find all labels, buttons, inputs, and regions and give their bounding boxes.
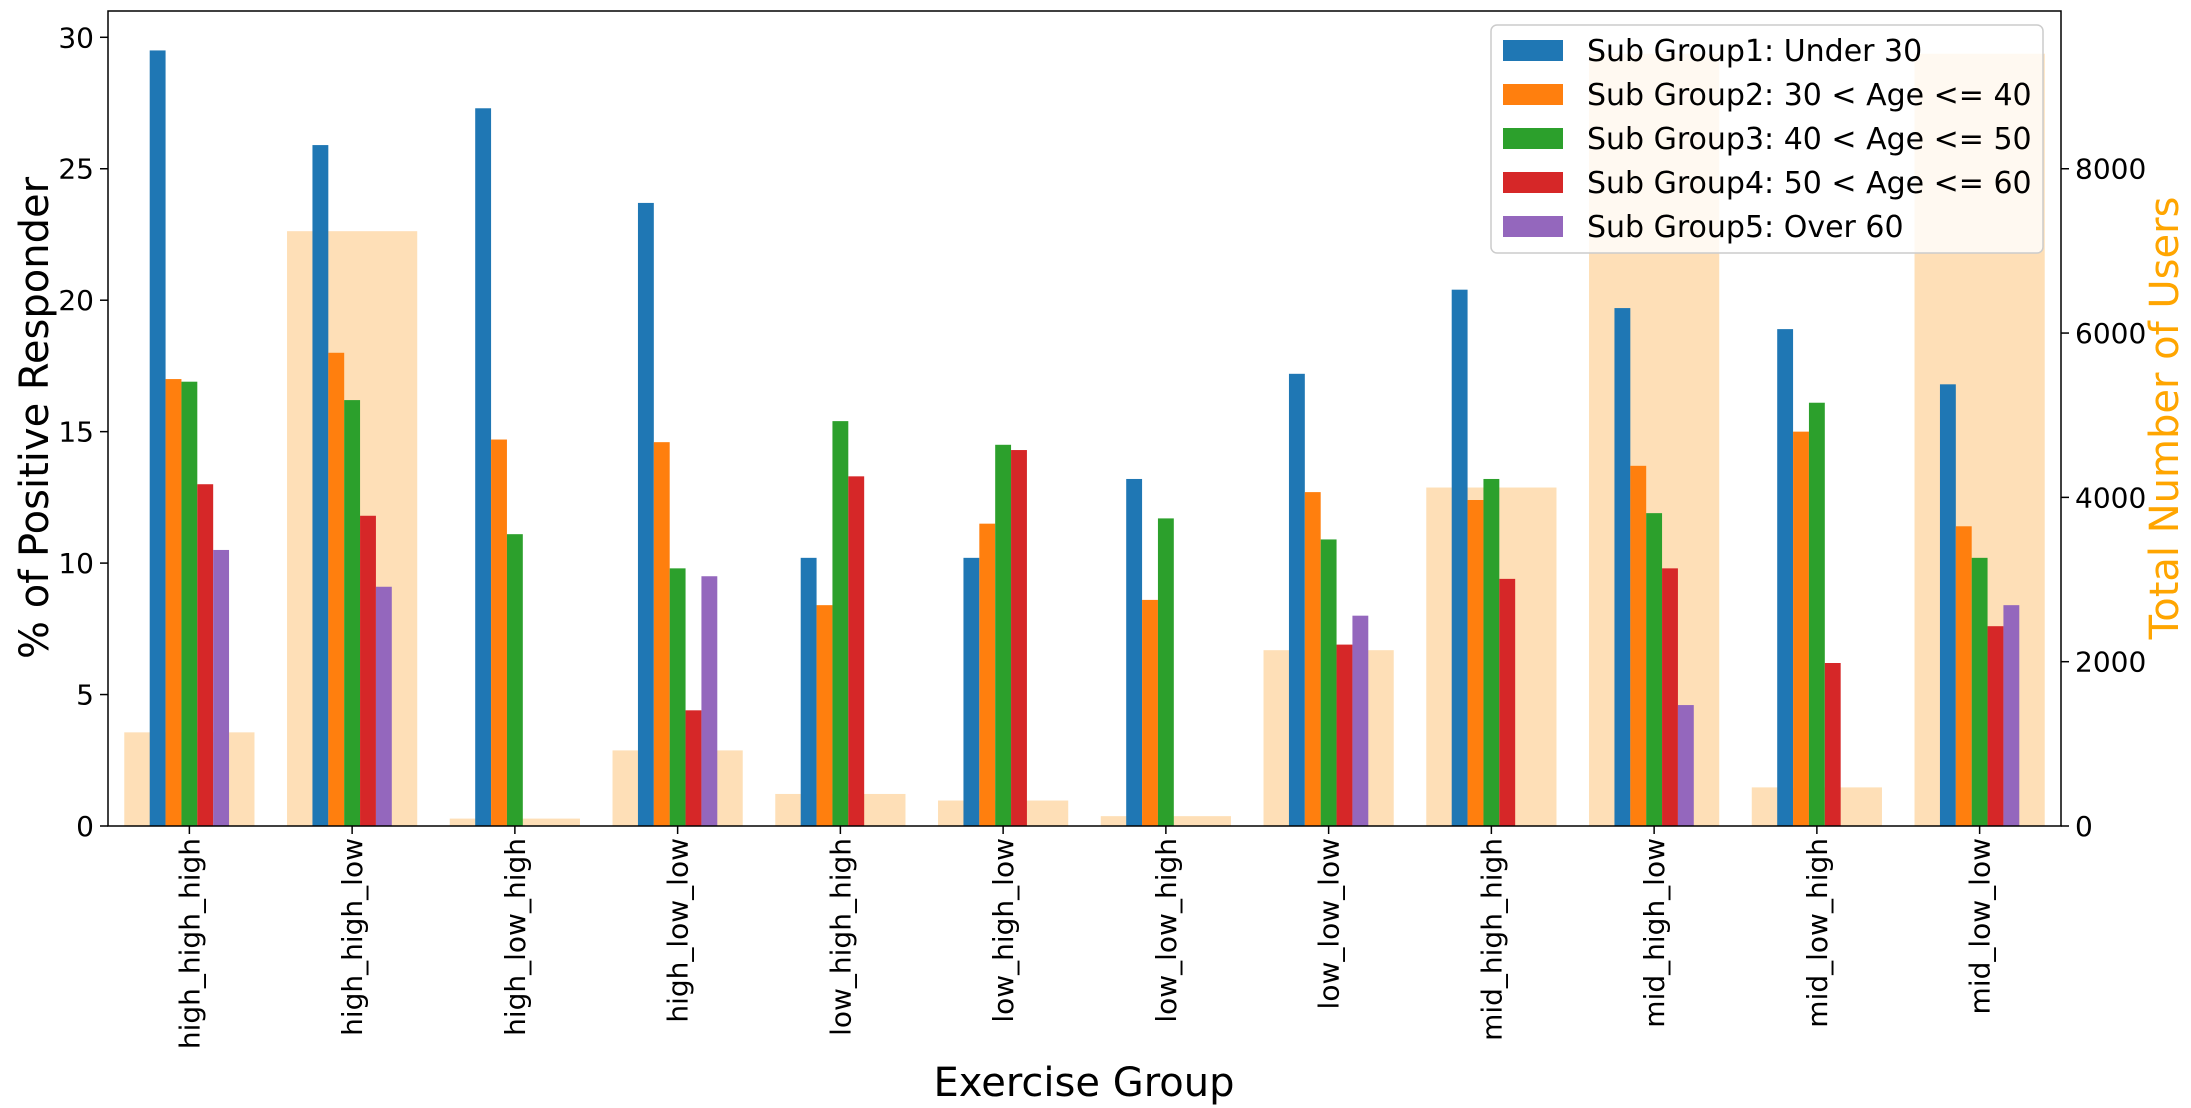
bar-low_high_high-subgroup4: [848, 476, 865, 826]
legend: Sub Group1: Under 30 Sub Group2: 30 < Age…: [1490, 24, 2044, 254]
bar-mid_high_high-subgroup1: [1451, 289, 1468, 826]
bar-mid_low_low-subgroup3: [1971, 557, 1988, 826]
legend-swatch-subgroup4: [1503, 172, 1563, 193]
x-tick-label: low_high_low: [987, 838, 1020, 1023]
left-y-axis: 0 5 10 15 20 25 30: [58, 21, 108, 843]
bar-high_high_high-subgroup3: [181, 381, 198, 826]
x-axis-title: Exercise Group: [934, 1060, 1235, 1106]
bar-high_high_low-subgroup1: [312, 145, 329, 827]
bar-mid_low_high-subgroup4: [1824, 663, 1841, 826]
bar-high_low_low-subgroup5: [701, 576, 718, 826]
bar-high_high_low-subgroup4: [360, 515, 376, 826]
bar-low_high_low-subgroup2: [979, 523, 996, 826]
bar-mid_high_low-subgroup4: [1662, 568, 1678, 826]
bar-high_low_low-subgroup2: [653, 442, 670, 826]
x-tick-label: low_low_low: [1313, 838, 1346, 1009]
y2-tick-label: 2000: [2075, 646, 2146, 679]
x-tick-label: high_low_low: [662, 838, 695, 1023]
bar-mid_low_low-subgroup2: [1955, 526, 1972, 826]
bar-low_low_low-subgroup2: [1304, 492, 1321, 826]
x-tick-label: mid_low_low: [1964, 838, 1997, 1014]
x-tick-label: mid_low_high: [1801, 838, 1834, 1028]
legend-swatch-subgroup1: [1503, 40, 1563, 61]
legend-label-subgroup4: Sub Group4: 50 < Age <= 60: [1587, 166, 2032, 201]
bar-high_high_low-subgroup5: [375, 586, 392, 826]
legend-label-subgroup5: Sub Group5: Over 60: [1587, 210, 1904, 245]
bar-high_low_low-subgroup3: [669, 568, 686, 826]
x-tick-label: mid_high_high: [1475, 838, 1508, 1041]
bar-low_high_low-subgroup3: [995, 444, 1012, 826]
bar-mid_high_low-subgroup5: [1677, 705, 1694, 826]
x-tick-label: low_high_high: [824, 838, 857, 1036]
legend-swatch-subgroup5: [1503, 216, 1563, 237]
legend-label-subgroup1: Sub Group1: Under 30: [1587, 34, 1922, 69]
bar-mid_low_high-subgroup3: [1808, 402, 1825, 826]
x-tick-label: high_high_low: [336, 838, 369, 1036]
legend-swatch-subgroup2: [1503, 84, 1563, 105]
y2-tick-label: 4000: [2075, 481, 2146, 514]
bar-high_low_high-subgroup1: [475, 108, 492, 827]
bar-low_low_low-subgroup3: [1320, 539, 1337, 826]
y-axis-title: % of Positive Responder: [12, 176, 58, 659]
y-tick-label: 15: [58, 416, 94, 449]
legend-swatch-subgroup3: [1503, 128, 1563, 149]
bar-low_low_high-subgroup3: [1157, 518, 1174, 826]
y-tick-label: 25: [58, 153, 94, 186]
y2-tick-label: 8000: [2075, 153, 2146, 186]
legend-label-subgroup3: Sub Group3: 40 < Age <= 50: [1587, 122, 2032, 157]
bar-high_low_high-subgroup3: [506, 534, 523, 826]
legend-box: [1490, 24, 2044, 254]
y-tick-label: 20: [58, 284, 94, 317]
bar-mid_low_low-subgroup5: [2003, 605, 2020, 826]
bar-mid_high_high-subgroup3: [1483, 478, 1500, 826]
right-y-axis: 0 2000 4000 6000 8000: [2061, 153, 2146, 843]
bar-mid_high_low-subgroup2: [1630, 465, 1647, 826]
bar-mid_low_low-subgroup4: [1987, 626, 2004, 826]
x-tick-label: high_low_high: [499, 838, 532, 1036]
plot-frame: [107, 10, 2062, 827]
y2-tick-label: 6000: [2075, 317, 2146, 350]
sub-group-bars: [149, 50, 2020, 827]
bar-mid_low_high-subgroup2: [1793, 431, 1809, 826]
bar-low_high_high-subgroup2: [816, 605, 833, 826]
y-tick-label: 0: [76, 810, 94, 843]
y-tick-label: 30: [58, 21, 94, 54]
bar-mid_high_high-subgroup2: [1467, 500, 1484, 826]
legend-label-subgroup2: Sub Group2: 30 < Age <= 40: [1587, 78, 2032, 113]
bar-high_high_low-subgroup2: [328, 352, 345, 826]
bar-mid_high_high-subgroup4: [1499, 578, 1516, 826]
bar-low_high_low-subgroup1: [963, 557, 980, 826]
x-tick-label: low_low_high: [1150, 838, 1183, 1023]
y-tick-label: 10: [58, 547, 94, 580]
y2-axis-title: Total Number of Users: [2142, 197, 2188, 641]
bar-mid_low_high-subgroup1: [1777, 329, 1794, 826]
bar-low_low_low-subgroup1: [1288, 373, 1305, 826]
x-tick-label: high_high_high: [173, 838, 206, 1049]
bar-low_high_high-subgroup1: [800, 557, 817, 826]
bar-low_low_high-subgroup1: [1126, 478, 1143, 826]
bar-mid_high_low-subgroup1: [1614, 308, 1631, 826]
bar-low_low_low-subgroup4: [1336, 644, 1353, 826]
bar-low_low_low-subgroup5: [1352, 615, 1369, 826]
bar-high_low_low-subgroup1: [637, 202, 654, 826]
bar-mid_low_low-subgroup1: [1939, 384, 1956, 826]
bar-high_high_low-subgroup3: [344, 400, 361, 826]
bar-high_low_high-subgroup2: [491, 439, 507, 826]
x-axis: high_high_high high_high_low high_low_high…: [173, 826, 1997, 1049]
bar-high_high_high-subgroup5: [213, 549, 230, 826]
bar-high_low_low-subgroup4: [685, 710, 702, 826]
bar-high_high_high-subgroup4: [197, 484, 214, 826]
bar-low_low_high-subgroup2: [1142, 599, 1158, 826]
y-tick-label: 5: [76, 679, 94, 712]
x-tick-label: mid_high_low: [1638, 838, 1671, 1028]
bar-mid_high_low-subgroup3: [1646, 513, 1663, 826]
bar-high_high_high-subgroup2: [165, 379, 182, 826]
y2-tick-label: 0: [2075, 810, 2093, 843]
bar-low_high_low-subgroup4: [1011, 450, 1027, 826]
bar-high_high_high-subgroup1: [149, 50, 166, 826]
bar-low_high_high-subgroup3: [832, 421, 849, 826]
